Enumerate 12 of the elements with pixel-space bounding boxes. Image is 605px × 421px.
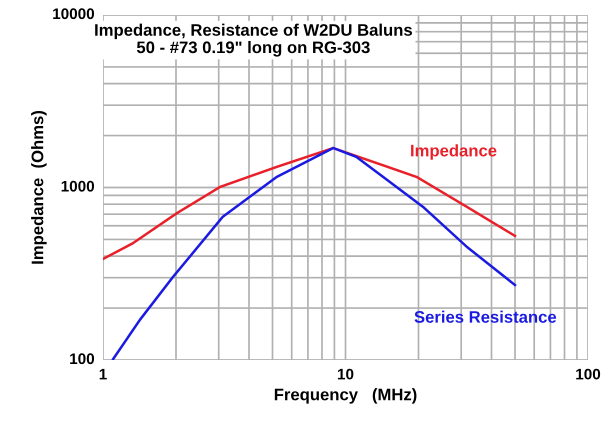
x-tick-label: 1 [100,368,107,380]
chart-title: Impedance, Resistance of W2DU Baluns [95,24,412,40]
text: 50 - #73 0.19" long on RG-303 [136,40,370,57]
y-axis-title: Impedance (Ohms) [31,110,47,264]
y-tick-label: 1000 [62,180,94,192]
y-tick-label: 100 [70,353,94,364]
x-tick-label: 10 [338,368,354,380]
series-label: Impedance [411,144,496,160]
text: Series Resistance [414,310,556,323]
x-tick-label: 100 [576,368,600,380]
y-tick-label: 10000 [53,8,94,20]
x-axis-title: Frequency (MHz) [274,388,416,404]
